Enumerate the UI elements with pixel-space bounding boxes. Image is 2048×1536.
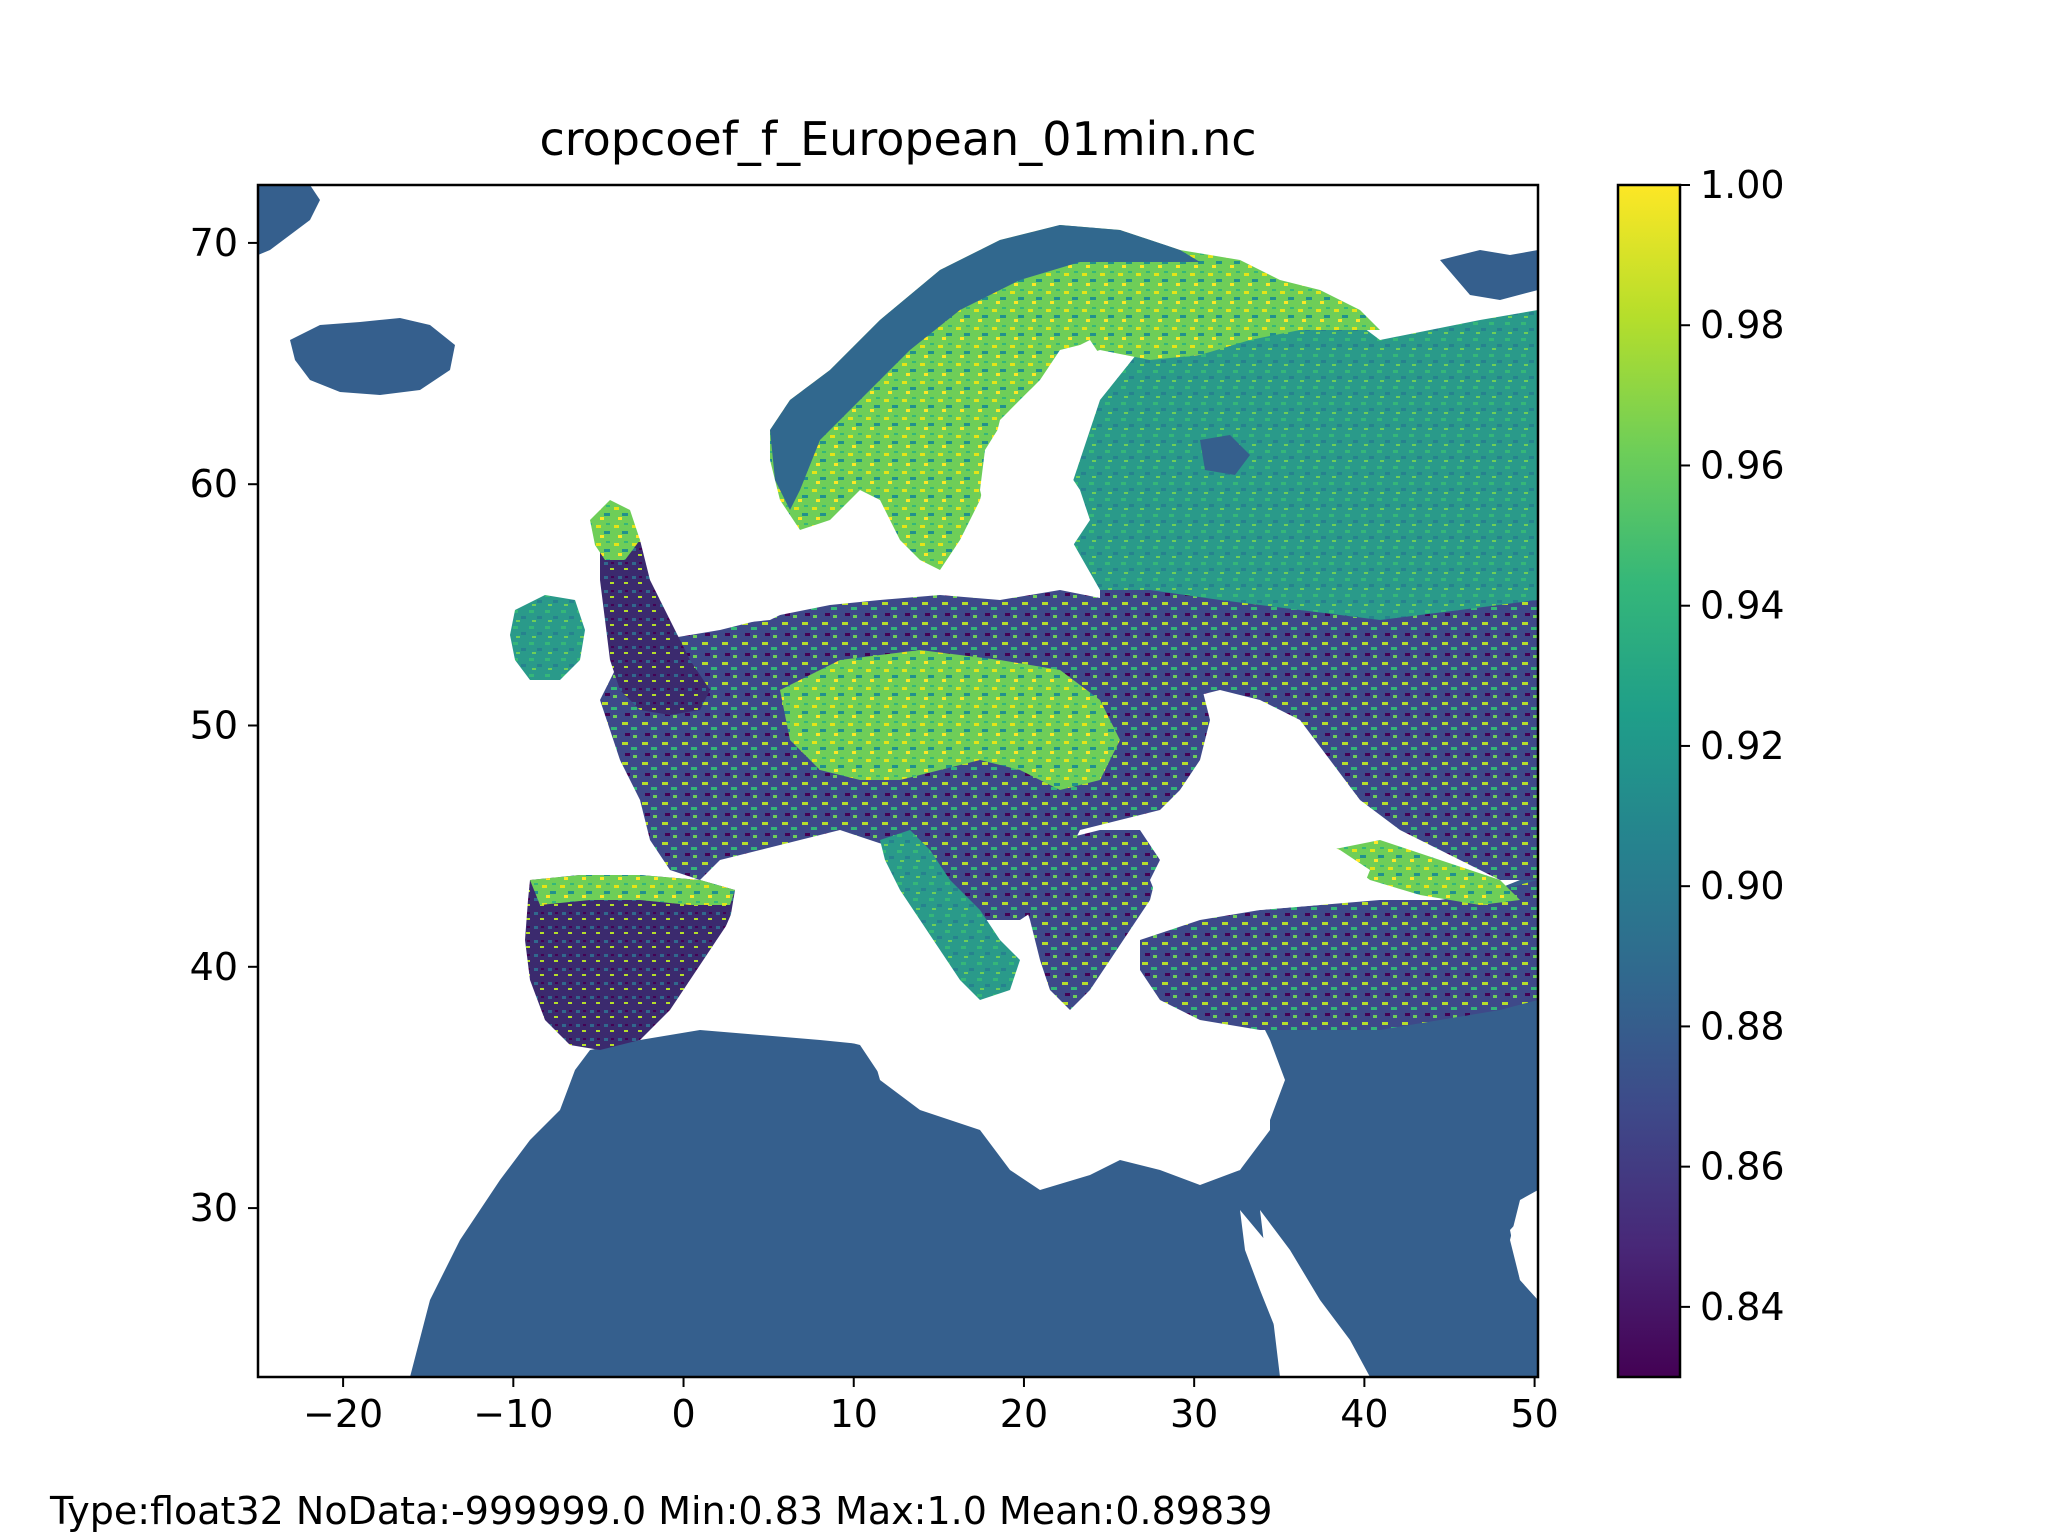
colorbar-gradient	[1618, 185, 1680, 1377]
x-tick-label: −10	[473, 1392, 553, 1436]
colorbar: 0.84 0.86 0.88 0.90 0.92 0.94 0.96 0.98 1.00	[1618, 163, 1785, 1377]
x-tick-label: 50	[1510, 1392, 1558, 1436]
x-tick-label: 10	[830, 1392, 878, 1436]
x-tick-label: 0	[671, 1392, 695, 1436]
stats-footer: Type:float32 NoData:-999999.0 Min:0.83 M…	[49, 1489, 1272, 1533]
colorbar-tick-label: 0.98	[1700, 303, 1785, 347]
x-axis: −20 −10 0 10 20 30 40 50	[303, 1377, 1559, 1436]
y-axis: 30 40 50 60 70	[190, 221, 258, 1230]
x-tick-label: 20	[1000, 1392, 1048, 1436]
plot-title: cropcoef_f_European_01min.nc	[539, 112, 1256, 166]
y-tick-label: 30	[190, 1186, 238, 1230]
y-tick-label: 50	[190, 704, 238, 748]
y-tick-label: 40	[190, 945, 238, 989]
map-plot-area	[258, 185, 1538, 1377]
colorbar-ticks: 0.84 0.86 0.88 0.90 0.92 0.94 0.96 0.98 1.00	[1680, 163, 1785, 1329]
colorbar-tick-label: 0.90	[1700, 864, 1785, 908]
y-tick-label: 60	[190, 462, 238, 506]
colorbar-tick-label: 0.96	[1700, 443, 1785, 487]
x-tick-label: 40	[1340, 1392, 1388, 1436]
x-tick-label: 30	[1170, 1392, 1218, 1436]
colorbar-tick-label: 0.92	[1700, 724, 1785, 768]
colorbar-tick-label: 0.86	[1700, 1145, 1785, 1189]
x-tick-label: −20	[303, 1392, 383, 1436]
y-tick-label: 70	[190, 221, 238, 265]
colorbar-tick-label: 0.84	[1700, 1285, 1785, 1329]
colorbar-tick-label: 0.94	[1700, 584, 1785, 628]
colorbar-tick-label: 1.00	[1700, 163, 1785, 207]
colorbar-tick-label: 0.88	[1700, 1004, 1785, 1048]
